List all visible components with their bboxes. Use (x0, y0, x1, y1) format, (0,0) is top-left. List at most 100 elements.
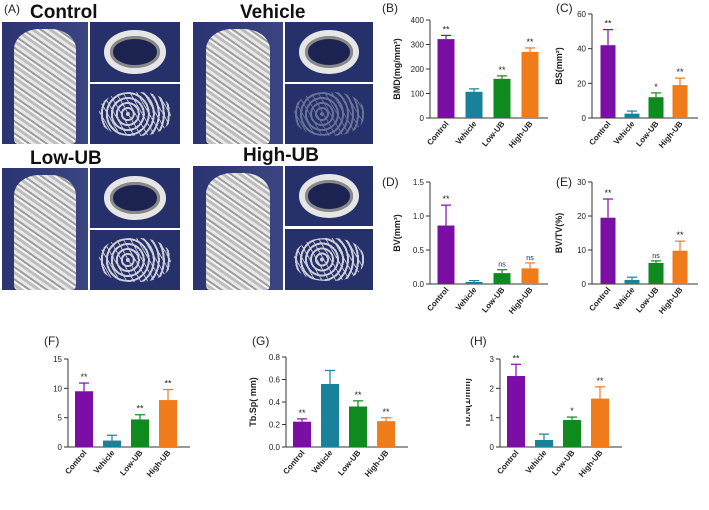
bar-low-ub (493, 273, 511, 284)
y-tick-label: 300 (411, 41, 425, 50)
y-tick-label: 15 (53, 355, 62, 364)
y-tick-label: 40 (577, 45, 586, 54)
y-tick-label: 10 (53, 384, 62, 393)
x-tick-label: Vehicle (454, 119, 479, 146)
bar-high-ub (521, 268, 539, 284)
x-tick-label: High-UB (657, 285, 685, 315)
control-femur-image (2, 22, 88, 144)
y-tick-label: 0 (490, 443, 495, 452)
bar-low-ub (349, 406, 367, 447)
x-tick-label: Control (587, 286, 612, 314)
bar-high-ub (159, 400, 177, 447)
y-tick-label: 400 (411, 16, 425, 25)
significance-label: ** (604, 188, 612, 198)
bar-vehicle (624, 113, 640, 118)
bar-vehicle (103, 440, 121, 447)
bar-low-ub (131, 419, 149, 447)
bar-high-ub (591, 398, 609, 447)
bar-low-ub (493, 78, 511, 118)
bar-control (75, 391, 93, 447)
x-tick-label: Control (587, 120, 612, 148)
x-tick-label: Low-UB (118, 448, 144, 477)
x-tick-label: High-UB (507, 285, 535, 315)
x-tick-label: High-UB (657, 119, 685, 149)
y-tick-label: 0.0 (413, 280, 425, 289)
bar-low-ub (563, 420, 581, 447)
group-title-vehicle: Vehicle (240, 2, 306, 23)
significance-label: ** (596, 376, 604, 386)
y-tick-label: 0 (582, 280, 587, 289)
bar-vehicle (321, 384, 339, 447)
x-tick-label: Vehicle (92, 448, 117, 475)
low-ub-cortical-image (90, 168, 180, 228)
bar-vehicle (535, 439, 553, 447)
x-tick-label: High-UB (145, 448, 173, 478)
significance-label: ** (442, 194, 450, 204)
bar-low-ub (648, 262, 664, 284)
significance-label: * (570, 406, 574, 416)
low-ub-trabecular-image (90, 230, 180, 290)
x-tick-label: Control (425, 120, 450, 148)
chart-d-bv: (D) 0.0 0.5 1.0 1.5 BV(mm³) ** Control Vehicle ns… (382, 175, 548, 316)
vehicle-femur-image (193, 22, 283, 144)
chart-g-tbsp: (G) 0.0 0.2 0.4 0.6 0.8 Tb.Sp( mm) ** Control Veh… (248, 335, 408, 479)
x-tick-label: Low-UB (480, 119, 506, 148)
x-tick-label: Vehicle (454, 285, 479, 312)
significance-label: ** (298, 408, 306, 418)
significance-label: ** (442, 24, 450, 34)
panel-d-label: (D) (382, 175, 399, 189)
x-tick-label: Control (425, 286, 450, 314)
panel-h-label: (H) (470, 335, 487, 348)
vehicle-cortical-image (285, 22, 373, 82)
panel-c-label: (C) (556, 1, 573, 15)
control-trabecular-image (90, 84, 180, 144)
x-tick-label: Vehicle (612, 285, 637, 312)
y-axis-title: BMD(mg/mm³) (392, 38, 402, 100)
y-tick-label: 0.2 (269, 421, 281, 430)
bar-vehicle (624, 279, 640, 284)
bar-control (600, 45, 616, 119)
y-tick-label: 0 (582, 114, 587, 123)
x-tick-label: Control (495, 449, 520, 477)
y-tick-label: 0 (420, 114, 425, 123)
panel-e-label: (E) (556, 175, 572, 189)
control-cortical-image (90, 22, 180, 82)
group-title-control: Control (30, 2, 98, 23)
y-tick-label: 0.4 (269, 398, 281, 407)
y-tick-label: 20 (577, 212, 586, 221)
significance-label: ** (676, 67, 684, 77)
x-tick-label: High-UB (577, 448, 605, 478)
significance-label: ** (382, 407, 390, 417)
low-ub-femur-image (2, 168, 88, 290)
significance-label: ** (354, 390, 362, 400)
bar-control (437, 39, 455, 118)
chart-h-tbn: (H) 0 1 2 3 Tb.N(1/mm) ** Control Vehicle * Low-UB… (466, 335, 622, 479)
bar-high-ub (672, 250, 688, 284)
significance-label: ** (512, 353, 520, 363)
x-tick-label: Low-UB (550, 448, 576, 477)
bar-high-ub (672, 85, 688, 118)
y-tick-label: 2 (490, 384, 495, 393)
panel-a-label: (A) (4, 2, 20, 16)
bar-high-ub (377, 421, 395, 447)
y-axis-title: BV(mm³) (392, 214, 402, 252)
bar-vehicle (465, 281, 483, 284)
x-tick-label: High-UB (363, 448, 391, 478)
y-tick-label: 0.8 (269, 353, 281, 362)
x-tick-label: Low-UB (336, 448, 362, 477)
x-tick-label: Vehicle (524, 448, 549, 475)
significance-label: ** (164, 379, 172, 389)
group-title-low-ub: Low-UB (30, 148, 102, 169)
bar-high-ub (521, 51, 539, 118)
bar-low-ub (648, 97, 664, 118)
y-tick-label: 100 (411, 90, 425, 99)
bar-control (507, 376, 525, 447)
x-tick-label: Vehicle (612, 119, 637, 146)
panel-f-label: (F) (44, 335, 59, 348)
x-tick-label: Low-UB (480, 285, 506, 314)
high-ub-femur-image (193, 166, 283, 290)
x-tick-label: Control (63, 449, 88, 477)
panel-g-label: (G) (252, 335, 269, 348)
significance-label: ns (652, 253, 660, 260)
